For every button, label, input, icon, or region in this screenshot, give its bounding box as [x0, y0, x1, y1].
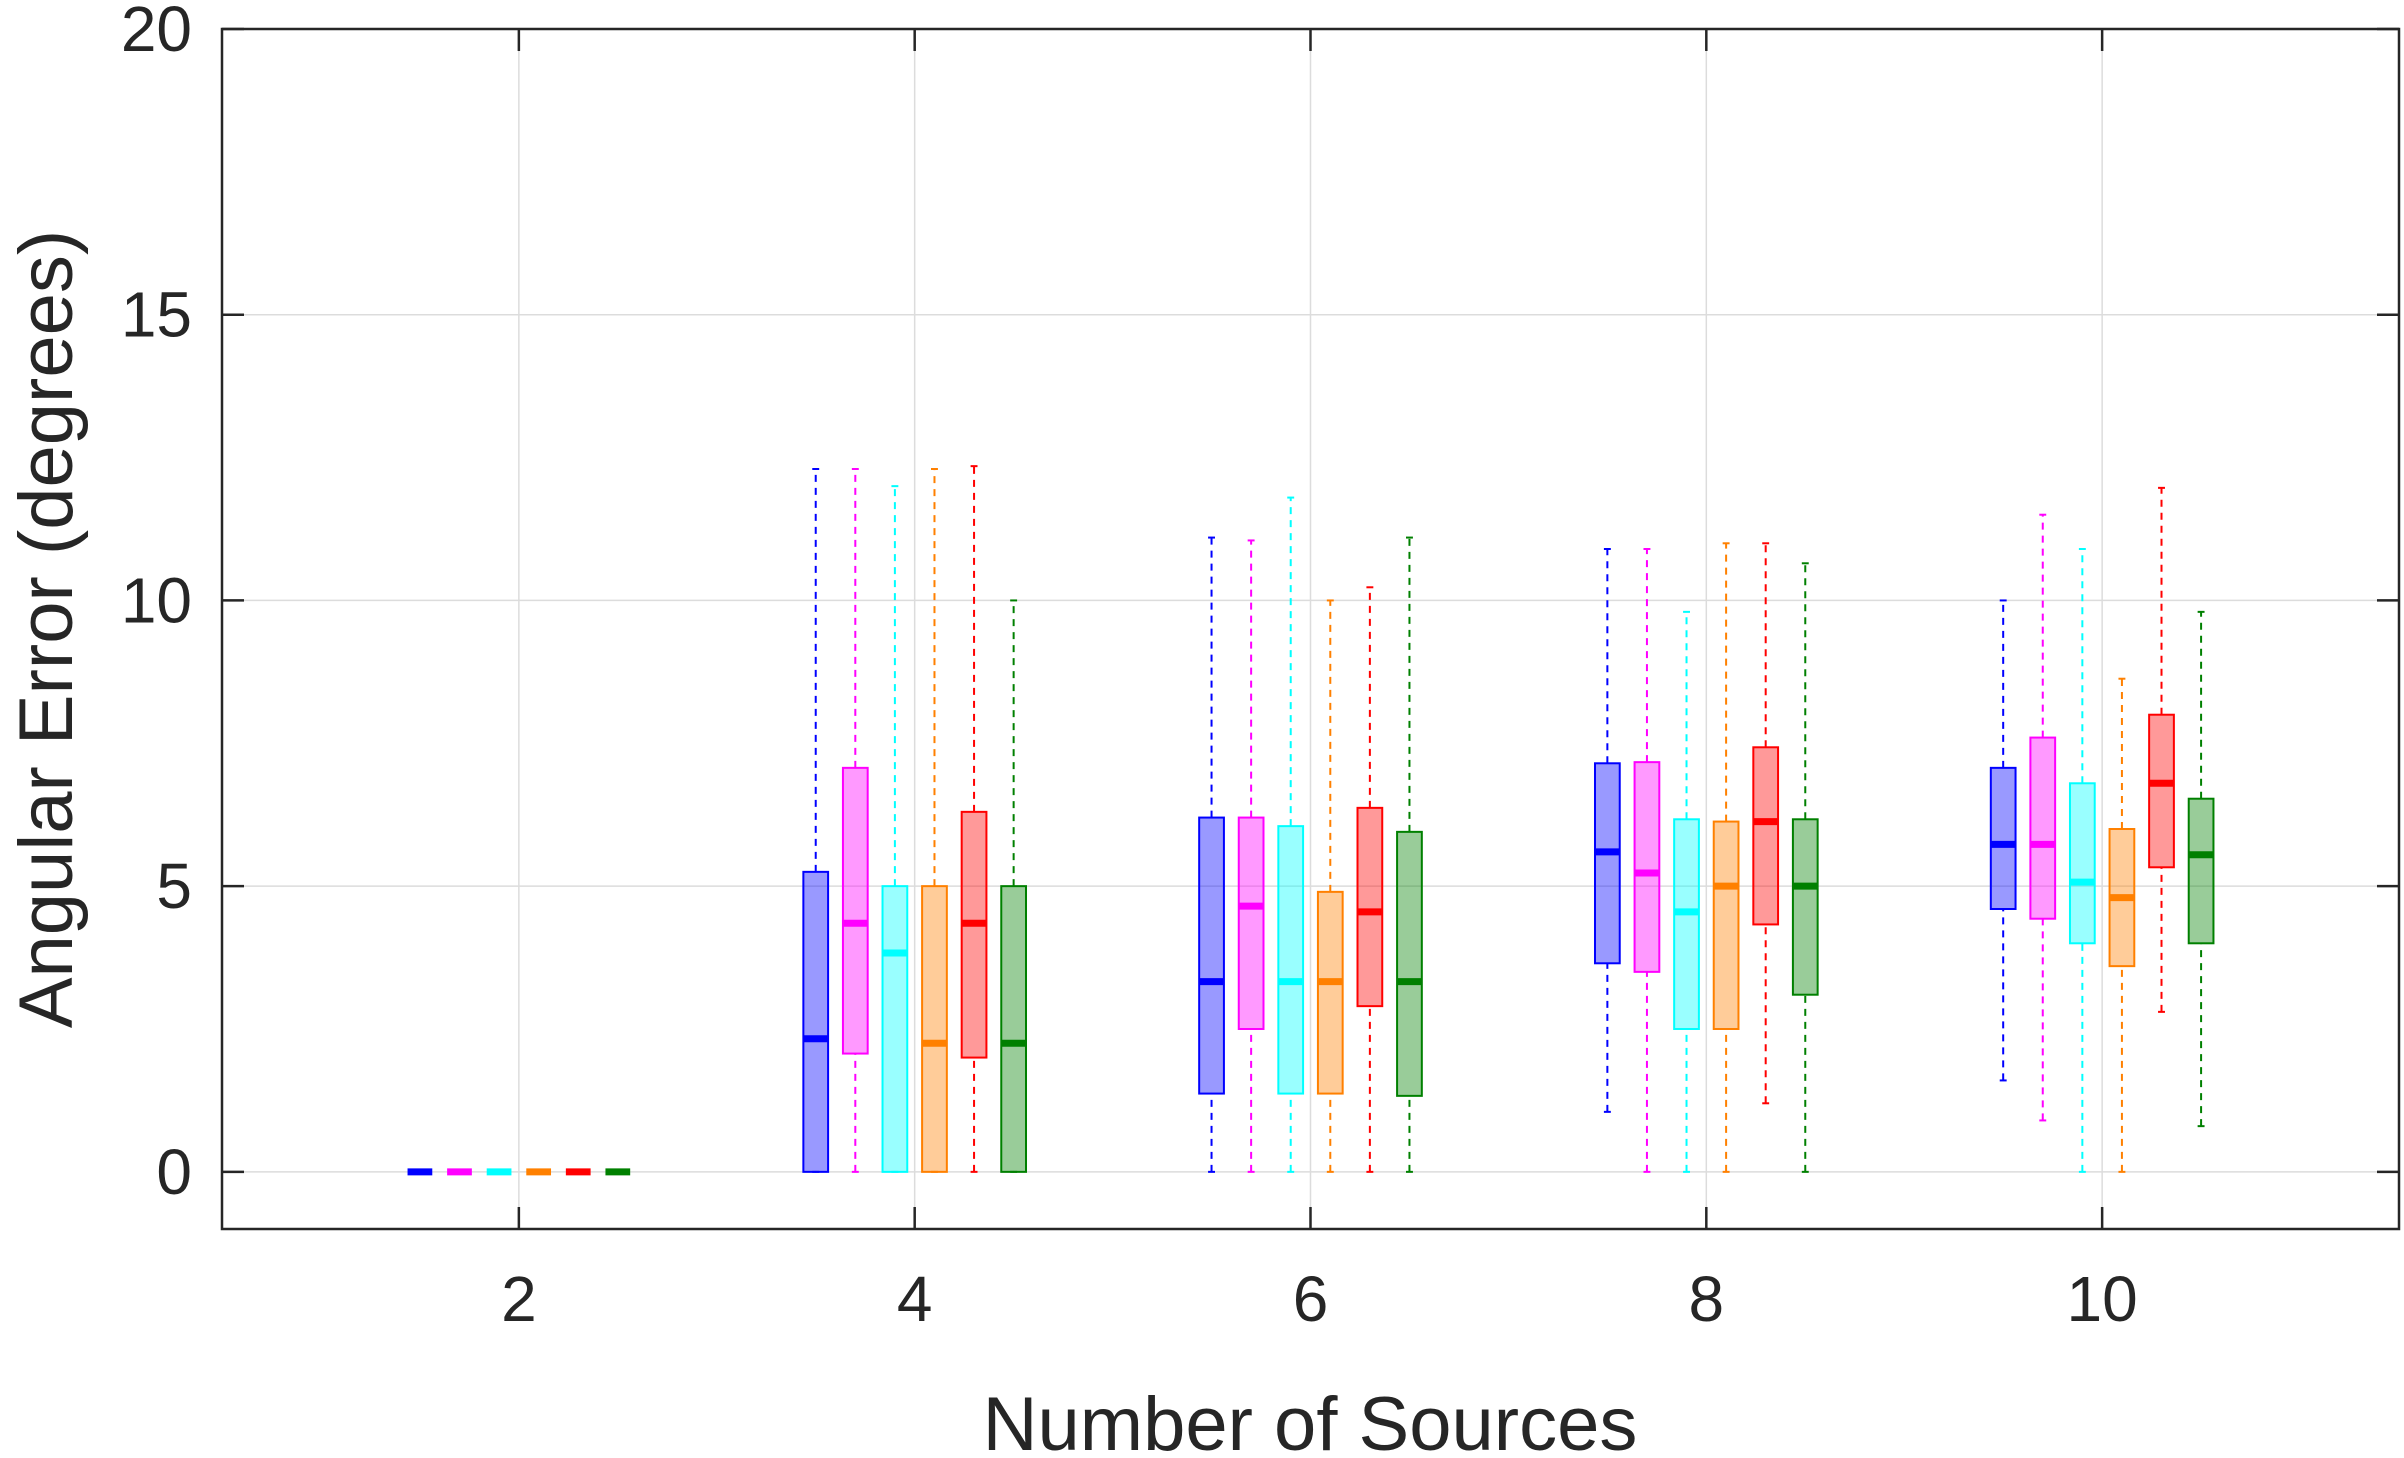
- box-series-2-group-10: [2029, 513, 2057, 1122]
- box-iqr: [921, 885, 948, 1173]
- box-iqr: [1752, 746, 1780, 926]
- box-series-1-group-8: [1593, 548, 1621, 1113]
- x-axis-ticks: 2 4 6 8 10: [501, 29, 2138, 1335]
- box-iqr: [1198, 816, 1225, 1095]
- x-axis-label: Number of Sources: [983, 1382, 1638, 1458]
- box-series-4-group-6: [1316, 599, 1344, 1173]
- box-iqr: [2187, 797, 2215, 945]
- box-iqr: [1356, 806, 1384, 1008]
- x-tick-label: 4: [897, 1263, 933, 1335]
- box-iqr: [2068, 782, 2096, 945]
- x-tick-label: 2: [501, 1263, 537, 1335]
- box-series-5-group-10: [2148, 486, 2175, 1013]
- y-axis-label: Angular Error (degrees): [4, 230, 89, 1028]
- x-tick-label: 8: [1689, 1263, 1725, 1335]
- box-series-5-group-6: [1356, 586, 1384, 1173]
- box-iqr: [1316, 890, 1344, 1095]
- box-series-1-group-4: [802, 468, 830, 1173]
- box-series-3-group-10: [2068, 548, 2096, 1173]
- box-series-5-group-4: [960, 465, 988, 1173]
- box-iqr: [1633, 761, 1661, 973]
- box-series-4-group-10: [2108, 677, 2136, 1173]
- y-tick-label: 15: [121, 279, 192, 351]
- y-axis-ticks: 0 5 10 15 20: [121, 0, 2399, 1208]
- y-tick-label: 0: [156, 1136, 192, 1208]
- box-iqr: [1237, 816, 1265, 1030]
- box-series-3-group-4: [881, 485, 909, 1173]
- y-tick-label: 5: [156, 850, 192, 922]
- box-series-5-group-8: [1752, 542, 1780, 1105]
- box-iqr: [2029, 736, 2057, 920]
- box-series-4-group-8: [1712, 542, 1740, 1173]
- box-iqr: [1277, 825, 1305, 1095]
- box-iqr: [881, 885, 909, 1173]
- box-iqr: [1989, 766, 2017, 910]
- box-series-2-group-8: [1633, 548, 1661, 1173]
- box-series-6-group-4: [1000, 599, 1028, 1173]
- box-series-6-group-10: [2187, 610, 2215, 1128]
- box-iqr: [2148, 713, 2175, 869]
- box-series-4-group-4: [921, 468, 948, 1173]
- box-iqr: [841, 766, 869, 1055]
- y-tick-label: 20: [121, 0, 192, 65]
- box-iqr: [1593, 762, 1621, 965]
- box-series-1-group-10: [1989, 599, 2017, 1082]
- box-iqr: [1396, 830, 1423, 1097]
- box-iqr: [1791, 818, 1819, 996]
- box-iqr: [960, 810, 988, 1059]
- box-series-6-group-6: [1396, 536, 1423, 1173]
- box-iqr: [802, 870, 830, 1173]
- box-series-3-group-6: [1277, 496, 1305, 1173]
- x-tick-label: 10: [2067, 1263, 2138, 1335]
- y-tick-label: 10: [121, 564, 192, 636]
- box-groups: [407, 465, 2215, 1176]
- box-series-3-group-8: [1673, 610, 1700, 1173]
- box-iqr: [1673, 818, 1700, 1030]
- box-series-2-group-4: [841, 468, 869, 1173]
- box-series-1-group-6: [1198, 536, 1225, 1173]
- box-iqr: [1000, 885, 1028, 1173]
- x-tick-label: 6: [1293, 1263, 1329, 1335]
- box-series-6-group-8: [1791, 562, 1819, 1173]
- box-iqr: [1712, 820, 1740, 1030]
- box-series-2-group-6: [1237, 539, 1265, 1173]
